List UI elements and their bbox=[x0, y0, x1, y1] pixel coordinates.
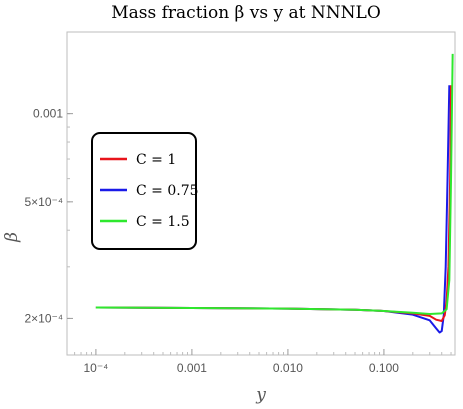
series-line-c15 bbox=[95, 53, 454, 316]
x-tick-label: 10⁻⁴ bbox=[83, 361, 108, 375]
x-tick-label: 0.001 bbox=[177, 361, 207, 375]
y-tick-label: 2×10⁻⁴ bbox=[24, 311, 63, 325]
y-tick-label: 5×10⁻⁴ bbox=[24, 195, 63, 209]
legend-label-c15: C = 1.5 bbox=[136, 214, 190, 230]
chart-title: Mass fraction β vs y at NNNLO bbox=[111, 3, 381, 23]
x-axis-ticks: 10⁻⁴ 0.001 0.010 0.100 bbox=[74, 349, 452, 375]
x-tick-label: 0.100 bbox=[369, 361, 399, 375]
legend-label-c1: C = 1 bbox=[136, 152, 176, 168]
x-tick-label: 0.010 bbox=[273, 361, 303, 375]
y-tick-label: 0.001 bbox=[33, 107, 63, 121]
y-axis-label: β bbox=[2, 232, 22, 243]
y-axis-ticks: 2×10⁻⁴ 5×10⁻⁴ 0.001 bbox=[24, 107, 73, 325]
legend: C = 1 C = 0.75 C = 1.5 bbox=[91, 132, 199, 250]
series-lines bbox=[95, 53, 454, 334]
x-axis-label: y bbox=[255, 385, 266, 405]
plot-frame bbox=[66, 31, 456, 356]
legend-label-c075: C = 0.75 bbox=[136, 183, 199, 199]
